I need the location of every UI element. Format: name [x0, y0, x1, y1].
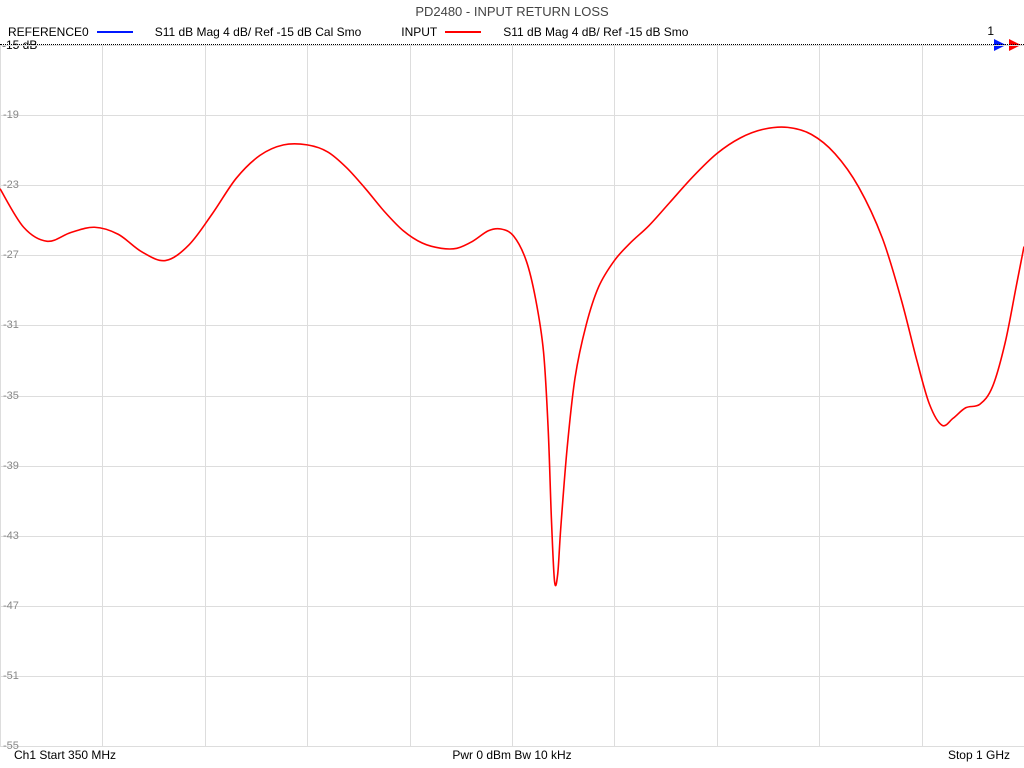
trace-svg — [0, 45, 1024, 746]
legend-trace2-desc: S11 dB Mag 4 dB/ Ref -15 dB Smo — [503, 25, 688, 39]
marker-index: 1 — [987, 24, 994, 38]
x-stop-label: Stop 1 GHz — [948, 748, 1010, 762]
chart-title: PD2480 - INPUT RETURN LOSS — [0, 4, 1024, 19]
grid-line-horizontal — [0, 746, 1024, 747]
footer-row: Ch1 Start 350 MHz Pwr 0 dBm Bw 10 kHz St… — [14, 748, 1010, 764]
trace-input — [0, 127, 1024, 586]
legend-trace2-name: INPUT — [401, 25, 437, 39]
legend-trace2-swatch — [445, 31, 481, 33]
x-center-label: Pwr 0 dBm Bw 10 kHz — [14, 748, 1010, 762]
plot-area: -19-23-27-31-35-39-43-47-51-55 — [0, 44, 1024, 746]
legend-row: REFERENCE0 S11 dB Mag 4 dB/ Ref -15 dB C… — [8, 24, 1016, 40]
legend-trace1-swatch — [97, 31, 133, 33]
legend-trace1-desc: S11 dB Mag 4 dB/ Ref -15 dB Cal Smo — [155, 25, 362, 39]
legend-trace1-name: REFERENCE0 — [8, 25, 89, 39]
